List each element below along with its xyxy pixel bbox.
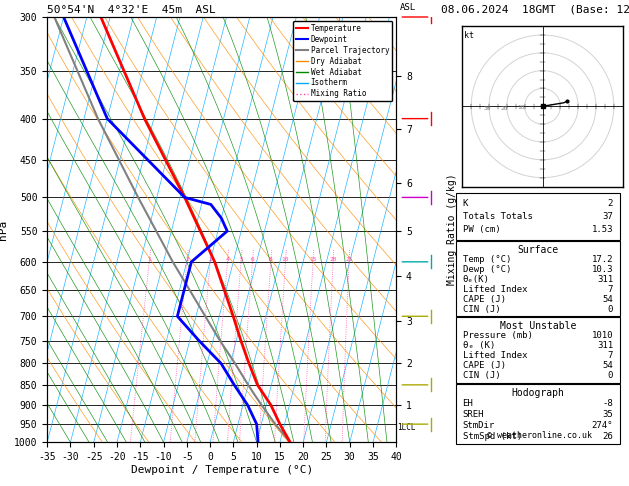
Text: 20: 20 bbox=[501, 105, 508, 111]
Text: StmDir: StmDir bbox=[462, 421, 495, 430]
Text: 1010: 1010 bbox=[591, 331, 613, 340]
Text: 6: 6 bbox=[250, 257, 254, 262]
Text: 4: 4 bbox=[226, 257, 230, 262]
Text: 26: 26 bbox=[603, 432, 613, 441]
Text: 0: 0 bbox=[608, 371, 613, 381]
Y-axis label: hPa: hPa bbox=[0, 220, 8, 240]
Text: Temp (°C): Temp (°C) bbox=[462, 255, 511, 264]
Text: EH: EH bbox=[462, 399, 473, 408]
Text: 7: 7 bbox=[608, 351, 613, 360]
Y-axis label: Mixing Ratio (g/kg): Mixing Ratio (g/kg) bbox=[447, 174, 457, 285]
Legend: Temperature, Dewpoint, Parcel Trajectory, Dry Adiabat, Wet Adiabat, Isotherm, Mi: Temperature, Dewpoint, Parcel Trajectory… bbox=[293, 21, 392, 102]
Text: 1.53: 1.53 bbox=[591, 225, 613, 234]
Text: PW (cm): PW (cm) bbox=[462, 225, 500, 234]
Text: 17.2: 17.2 bbox=[591, 255, 613, 264]
Text: 25: 25 bbox=[345, 257, 353, 262]
Text: Totals Totals: Totals Totals bbox=[462, 212, 532, 221]
Text: 8: 8 bbox=[269, 257, 273, 262]
Text: 08.06.2024  18GMT  (Base: 12): 08.06.2024 18GMT (Base: 12) bbox=[442, 4, 629, 15]
Text: 10: 10 bbox=[282, 257, 289, 262]
Text: StmSpd (kt): StmSpd (kt) bbox=[462, 432, 521, 441]
Text: CIN (J): CIN (J) bbox=[462, 371, 500, 381]
Text: 10: 10 bbox=[518, 104, 525, 110]
Text: CAPE (J): CAPE (J) bbox=[462, 295, 506, 304]
Text: -8: -8 bbox=[603, 399, 613, 408]
Text: 1: 1 bbox=[147, 257, 151, 262]
Text: θₑ (K): θₑ (K) bbox=[462, 341, 495, 350]
Text: Surface: Surface bbox=[517, 244, 559, 255]
Text: 10.3: 10.3 bbox=[591, 265, 613, 274]
Text: θₑ(K): θₑ(K) bbox=[462, 275, 489, 284]
Text: 37: 37 bbox=[603, 212, 613, 221]
Text: 50°54'N  4°32'E  45m  ASL: 50°54'N 4°32'E 45m ASL bbox=[47, 5, 216, 15]
Text: © weatheronline.co.uk: © weatheronline.co.uk bbox=[487, 431, 592, 440]
Text: 54: 54 bbox=[603, 362, 613, 370]
X-axis label: Dewpoint / Temperature (°C): Dewpoint / Temperature (°C) bbox=[131, 465, 313, 475]
Text: SREH: SREH bbox=[462, 410, 484, 419]
Text: 3: 3 bbox=[208, 257, 212, 262]
Text: Most Unstable: Most Unstable bbox=[499, 321, 576, 331]
Text: 5: 5 bbox=[239, 257, 243, 262]
Text: Dewp (°C): Dewp (°C) bbox=[462, 265, 511, 274]
Text: CAPE (J): CAPE (J) bbox=[462, 362, 506, 370]
Text: km
ASL: km ASL bbox=[399, 0, 416, 12]
Text: K: K bbox=[462, 199, 468, 208]
Text: 30: 30 bbox=[483, 106, 491, 111]
Text: 1LCL: 1LCL bbox=[397, 423, 416, 433]
Text: 311: 311 bbox=[597, 275, 613, 284]
Text: 0: 0 bbox=[608, 305, 613, 314]
Text: CIN (J): CIN (J) bbox=[462, 305, 500, 314]
Text: Lifted Index: Lifted Index bbox=[462, 285, 527, 294]
Text: Lifted Index: Lifted Index bbox=[462, 351, 527, 360]
Text: Hodograph: Hodograph bbox=[511, 388, 564, 398]
Text: 35: 35 bbox=[603, 410, 613, 419]
Text: kt: kt bbox=[464, 32, 474, 40]
Text: 311: 311 bbox=[597, 341, 613, 350]
Text: 7: 7 bbox=[608, 285, 613, 294]
Text: 20: 20 bbox=[330, 257, 337, 262]
Text: 54: 54 bbox=[603, 295, 613, 304]
Text: 274°: 274° bbox=[591, 421, 613, 430]
Text: 2: 2 bbox=[185, 257, 189, 262]
Text: 15: 15 bbox=[309, 257, 317, 262]
Text: 2: 2 bbox=[608, 199, 613, 208]
Text: Pressure (mb): Pressure (mb) bbox=[462, 331, 532, 340]
